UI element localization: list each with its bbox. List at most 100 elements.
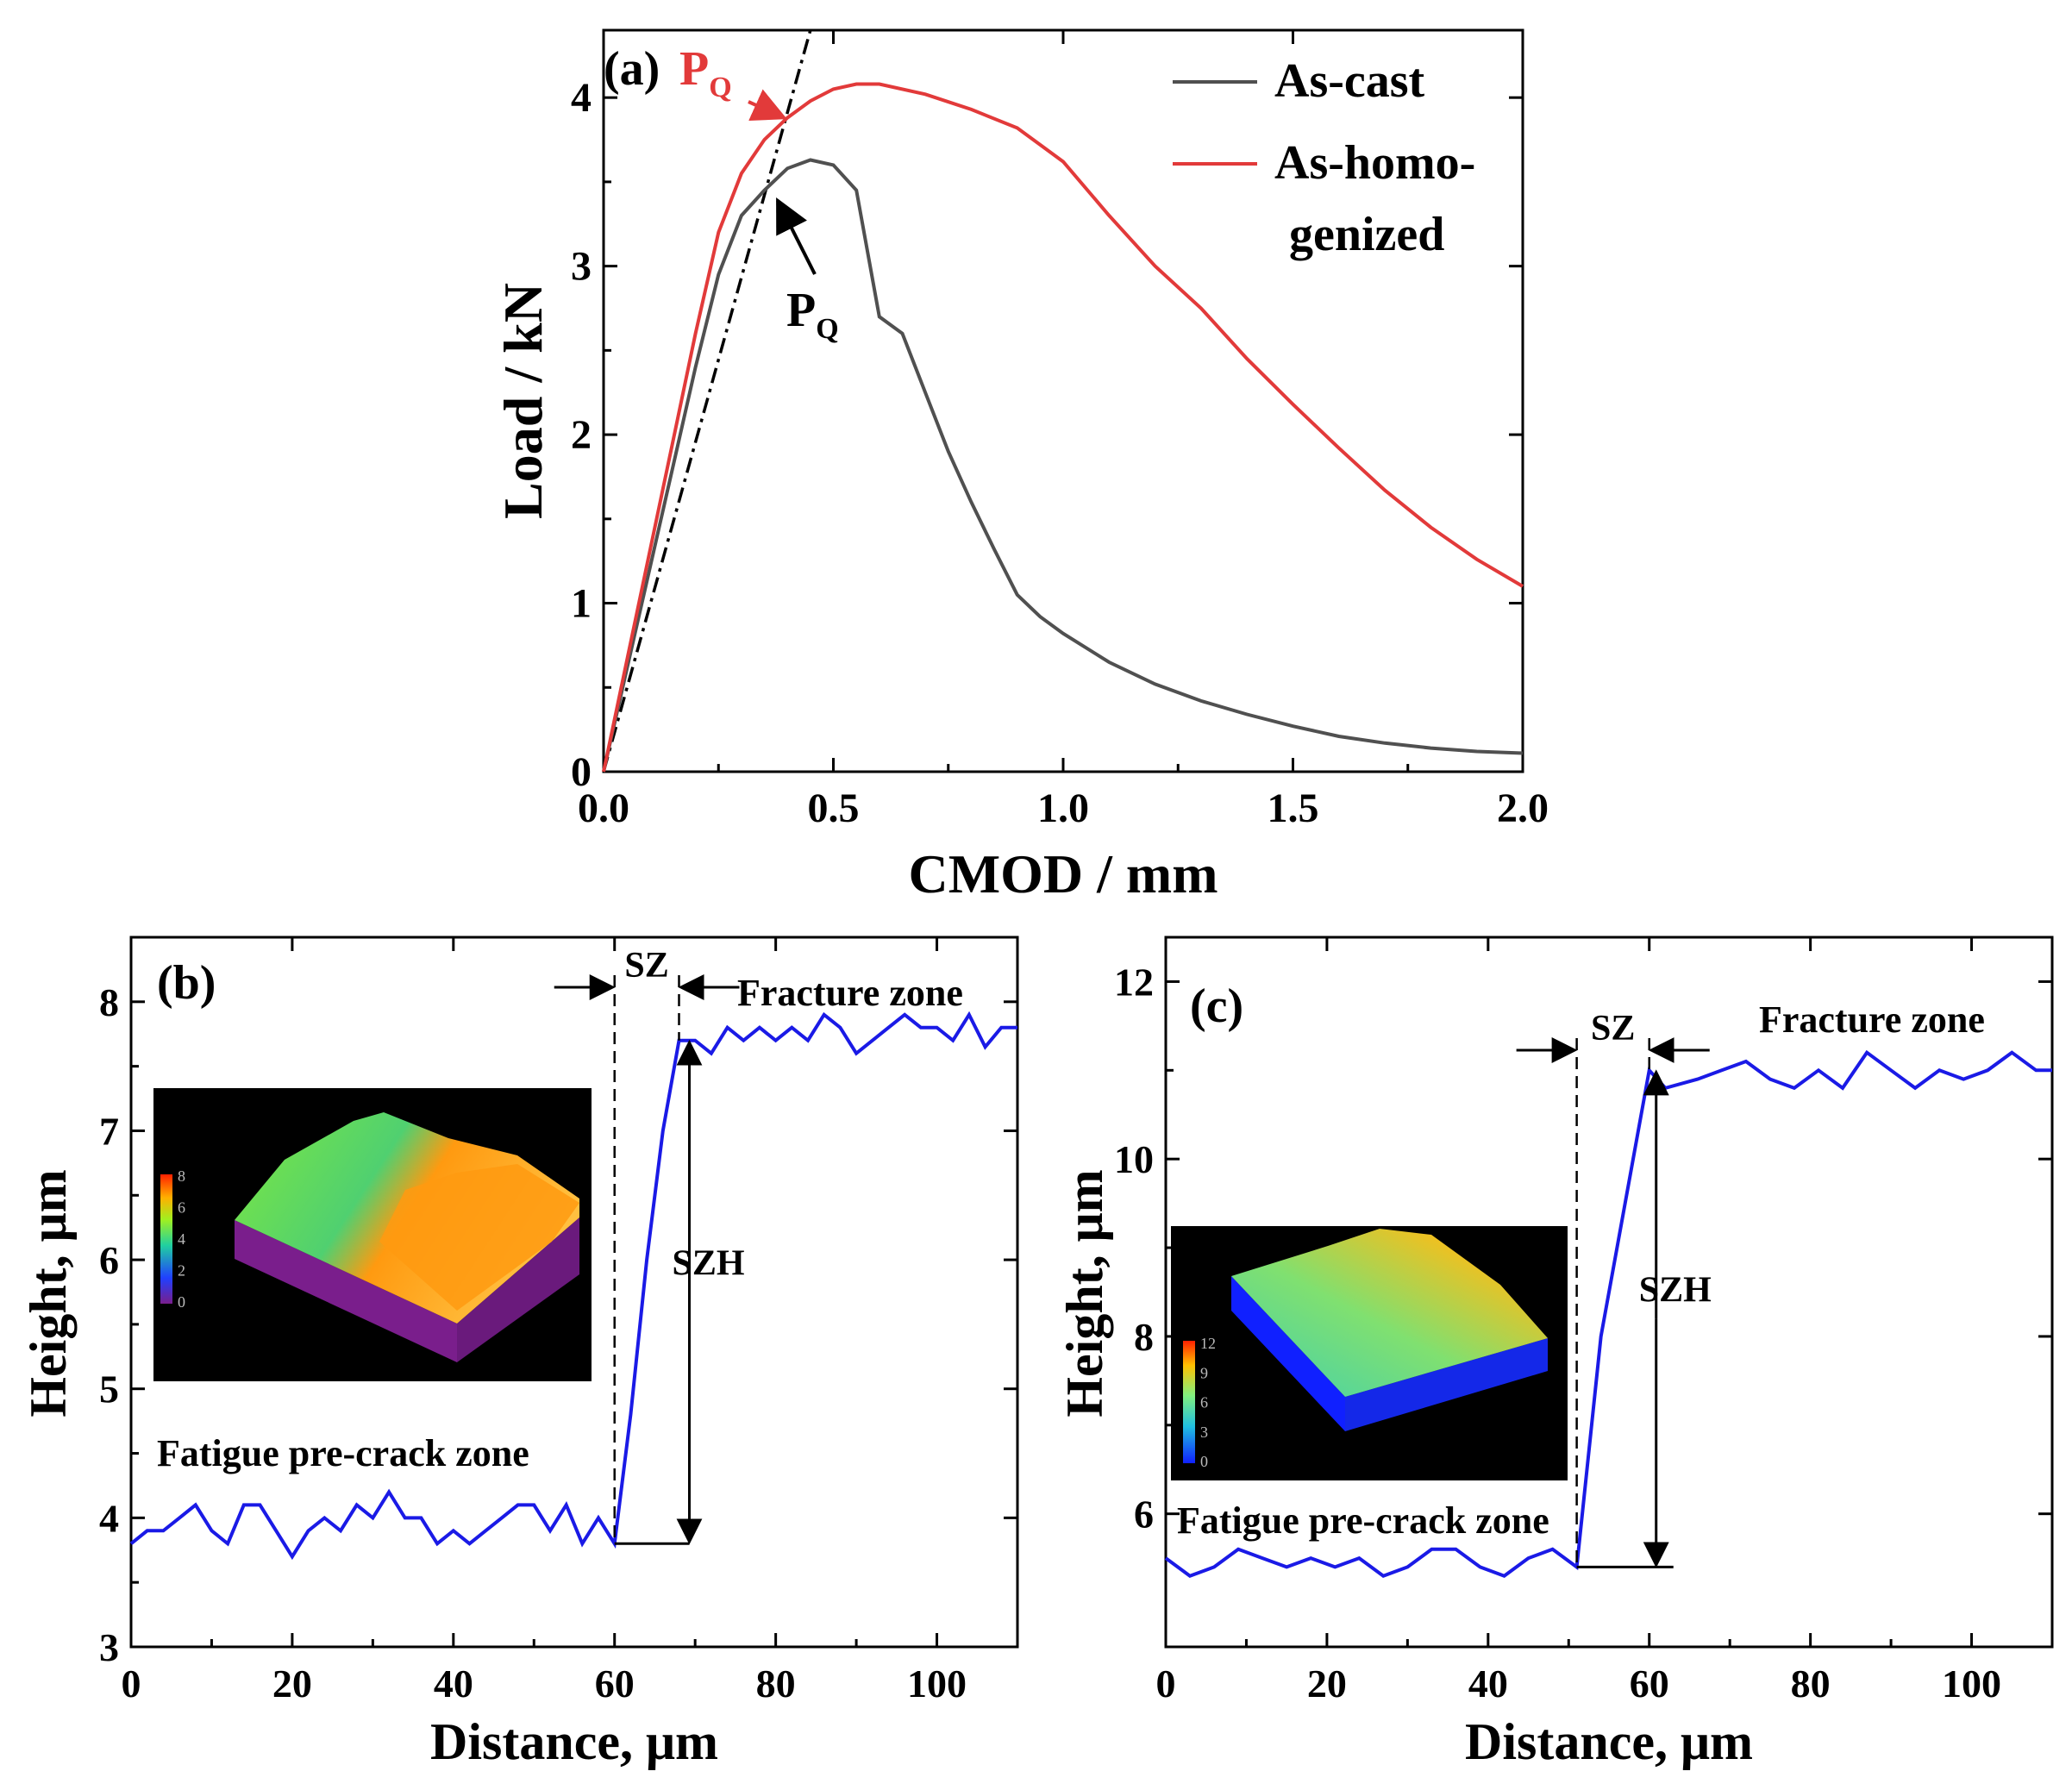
panel-a-tick-labels: 0.0 0.5 1.0 1.5 2.0 0 1 2 3 4 xyxy=(571,75,1549,831)
y-tick-label: 8 xyxy=(99,980,119,1024)
colorbar-tick-label: 9 xyxy=(1200,1364,1208,1381)
series-line-height-c xyxy=(1164,1049,2052,1578)
panel-c-xlabel: Distance, μm xyxy=(1465,1713,1753,1770)
pq-black-sub: Q xyxy=(816,313,838,345)
pq-red-arrow xyxy=(748,89,787,122)
legend: As-cast As-homo- genized xyxy=(1173,54,1475,261)
x-tick-label: 0.5 xyxy=(808,785,860,831)
x-tick-label: 0 xyxy=(1156,1662,1176,1706)
colorbar-tick-label: 2 xyxy=(178,1262,185,1280)
colorbar-tick-label: 6 xyxy=(178,1199,185,1217)
panel-c-frame xyxy=(1164,936,2054,1649)
series-line-as-homogenized xyxy=(602,82,1524,773)
x-tick-label: 100 xyxy=(1942,1662,2001,1706)
y-tick-label: 0 xyxy=(571,749,592,795)
inset-c-colorbar xyxy=(1183,1341,1195,1463)
inset-b-colorbar xyxy=(160,1174,172,1304)
y-tick-label: 2 xyxy=(571,412,592,458)
y-tick-label: 1 xyxy=(571,581,592,627)
x-tick-label: 40 xyxy=(434,1662,473,1706)
panel-a-ylabel: Load / kN xyxy=(492,283,554,519)
colorbar-tick-label: 0 xyxy=(178,1293,185,1311)
panel-c-annotations: SZ SZH xyxy=(1516,1009,1712,1568)
y-tick-label: 10 xyxy=(1114,1137,1154,1181)
colorbar-tick-label: 12 xyxy=(1200,1335,1216,1352)
colorbar-tick-label: 0 xyxy=(1200,1453,1208,1470)
y-tick-label: 6 xyxy=(1134,1493,1154,1537)
panel-c-ylabel: Height, μm xyxy=(1056,1169,1113,1417)
inset-b-side-left xyxy=(235,1220,457,1362)
pq-annotation-black: PQ xyxy=(776,197,839,345)
pq-black-label: PQ xyxy=(786,284,839,345)
colorbar-tick-label: 6 xyxy=(1200,1394,1208,1411)
panel-a-ticks xyxy=(602,30,1524,773)
x-tick-label: 80 xyxy=(1791,1662,1831,1706)
x-tick-label: 20 xyxy=(272,1662,312,1706)
panel-b-fracture-zone-label: Fracture zone xyxy=(737,972,963,1014)
inset-c-surface xyxy=(1231,1229,1548,1397)
y-tick-label: 5 xyxy=(99,1368,119,1411)
panel-c-inset-3d-map: 12 9 6 3 0 xyxy=(1171,1226,1568,1480)
x-tick-label: 100 xyxy=(907,1662,967,1706)
legend-label-as-homogenized-2: genized xyxy=(1289,208,1444,261)
y-tick-label: 8 xyxy=(1134,1315,1154,1359)
x-tick-label: 40 xyxy=(1468,1662,1508,1706)
panel-b-inset-3d-map: 8 6 4 2 0 xyxy=(153,1088,592,1381)
x-tick-label: 60 xyxy=(1630,1662,1669,1706)
x-tick-label: 1.5 xyxy=(1268,785,1319,831)
pq-red-sub: Q xyxy=(709,72,731,103)
panel-b-ylabel: Height, μm xyxy=(20,1169,77,1417)
x-tick-label: 2.0 xyxy=(1497,785,1549,831)
inset-c-side-left xyxy=(1231,1276,1345,1431)
legend-label-as-homogenized-1: As-homo- xyxy=(1274,136,1475,190)
panel-c-fatigue-zone-label: Fatigue pre-crack zone xyxy=(1177,1499,1549,1542)
inset-b-surface-orange xyxy=(379,1164,579,1311)
szh-label: SZH xyxy=(672,1244,744,1284)
pq-red-label: PQ xyxy=(679,42,732,103)
panel-a-xlabel: CMOD / mm xyxy=(908,843,1218,904)
x-tick-label: 1.0 xyxy=(1037,785,1089,831)
y-tick-label: 3 xyxy=(571,244,592,290)
x-tick-label: 80 xyxy=(756,1662,796,1706)
y-tick-label: 4 xyxy=(571,75,592,121)
colorbar-tick-label: 3 xyxy=(1200,1424,1208,1441)
y-tick-label: 6 xyxy=(99,1238,119,1282)
legend-label-as-cast: As-cast xyxy=(1274,54,1425,108)
pq-annotation-red: PQ xyxy=(679,42,787,122)
panel-c-fracture-zone-label: Fracture zone xyxy=(1759,998,1985,1041)
series-line-as-cast xyxy=(602,158,1524,773)
panel-c-label: (c) xyxy=(1190,979,1243,1033)
szh-label: SZH xyxy=(1639,1270,1712,1310)
y-tick-label: 4 xyxy=(99,1496,119,1540)
panel-a-label: (a) xyxy=(604,42,660,96)
sz-label: SZ xyxy=(624,946,668,986)
pq-red-p: P xyxy=(679,42,709,96)
y-tick-label: 3 xyxy=(99,1625,119,1669)
inset-b-side-right xyxy=(457,1217,579,1362)
panel-b-label: (b) xyxy=(157,956,216,1010)
panel-b-ticks xyxy=(129,937,1017,1649)
colorbar-tick-label: 8 xyxy=(178,1167,185,1185)
pq-black-arrow xyxy=(776,197,817,275)
x-tick-label: 20 xyxy=(1307,1662,1347,1706)
tangent-line xyxy=(602,29,812,773)
colorbar-tick-label: 4 xyxy=(178,1230,185,1248)
series-line-height-b xyxy=(129,1011,1017,1561)
sz-label: SZ xyxy=(1591,1009,1635,1048)
panel-b-fatigue-zone-label: Fatigue pre-crack zone xyxy=(157,1432,529,1474)
y-tick-label: 12 xyxy=(1114,960,1154,1004)
x-tick-label: 0 xyxy=(122,1662,141,1706)
pq-black-p: P xyxy=(786,284,816,337)
panel-b-xlabel: Distance, μm xyxy=(430,1713,718,1770)
inset-c-colorbar-labels: 12 9 6 3 0 xyxy=(1200,1335,1216,1470)
panel-b-frame xyxy=(129,936,1019,1649)
inset-c-side-right xyxy=(1345,1338,1548,1431)
x-tick-label: 0.0 xyxy=(578,785,629,831)
panel-b-annotations: SZ SZH xyxy=(554,946,745,1545)
x-tick-label: 60 xyxy=(595,1662,635,1706)
